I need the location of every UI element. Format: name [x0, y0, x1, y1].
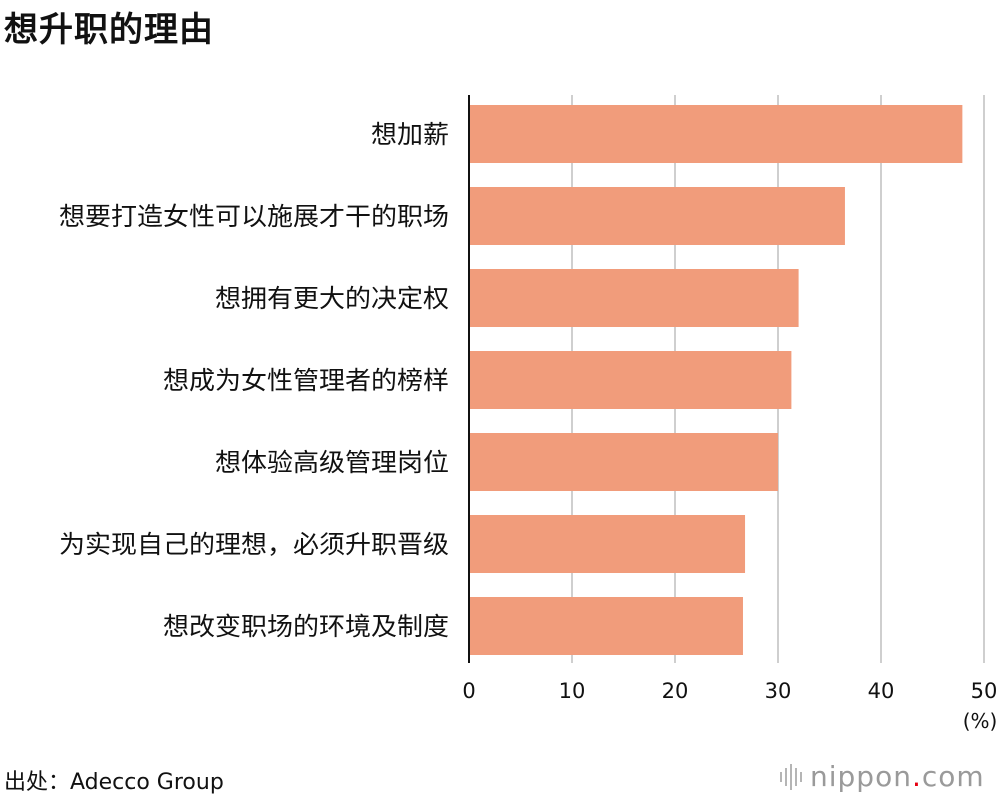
- logo-dot: .: [911, 760, 922, 793]
- bars: [469, 105, 963, 655]
- bar: [469, 269, 799, 327]
- x-unit-label: (%): [963, 709, 998, 733]
- bar: [469, 105, 963, 163]
- x-tick-label: 0: [462, 679, 475, 703]
- source-note: 出处：Adecco Group: [4, 770, 224, 795]
- category-label: 想改变职场的环境及制度: [163, 612, 449, 641]
- category-label: 为实现自己的理想，必须升职晋级: [59, 530, 449, 559]
- bar: [469, 351, 792, 409]
- bar: [469, 433, 778, 491]
- category-labels: 想加薪想要打造女性可以施展才干的职场想拥有更大的决定权想成为女性管理者的榜样想体…: [59, 120, 449, 641]
- category-label: 想要打造女性可以施展才干的职场: [59, 202, 449, 231]
- category-label: 想成为女性管理者的榜样: [163, 366, 449, 395]
- logo-tld: com: [921, 760, 985, 793]
- logo-name: nippon: [810, 760, 912, 793]
- nippon-logo: nippon. com: [780, 760, 985, 793]
- x-tick-label: 20: [662, 679, 689, 703]
- bar: [469, 187, 845, 245]
- chart-title: 想升职的理由: [4, 10, 214, 50]
- x-tick-labels: 0 10 20 30 40 50: [462, 679, 997, 703]
- x-tick-label: 30: [765, 679, 792, 703]
- x-tick-label: 50: [971, 679, 998, 703]
- bar: [469, 515, 746, 573]
- bar: [469, 597, 743, 655]
- x-tick-label: 10: [559, 679, 586, 703]
- category-label: 想拥有更大的决定权: [215, 284, 449, 313]
- category-label: 想加薪: [371, 120, 449, 149]
- category-label: 想体验高级管理岗位: [215, 448, 449, 477]
- logo-bars-icon: [780, 763, 802, 790]
- x-tick-label: 40: [868, 679, 895, 703]
